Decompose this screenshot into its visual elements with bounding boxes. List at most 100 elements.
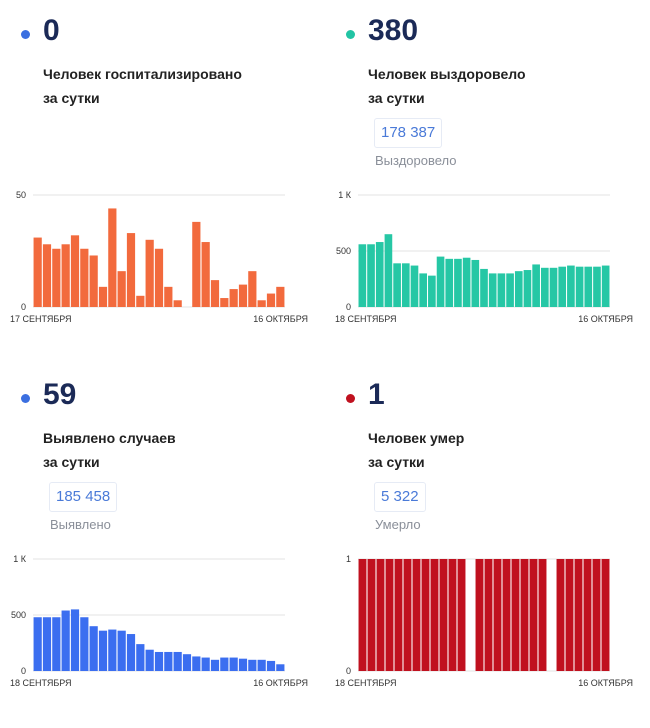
bar: [480, 268, 488, 307]
bar: [430, 559, 439, 671]
bar: [520, 559, 529, 671]
stat-label-line2: за сутки: [43, 454, 100, 470]
bar: [493, 559, 502, 671]
bar: [126, 233, 136, 307]
series-dot-icon: [346, 30, 355, 39]
bar: [145, 239, 154, 307]
bar: [210, 659, 220, 671]
bar: [80, 617, 89, 671]
bar: [601, 265, 610, 307]
bar: [445, 258, 454, 307]
bar: [108, 208, 117, 307]
bar: [89, 255, 98, 307]
bar: [358, 559, 367, 671]
bar: [98, 630, 108, 671]
bar: [33, 617, 42, 671]
bar: [257, 300, 266, 307]
bar: [52, 617, 61, 671]
y-tick-label: 0: [346, 666, 351, 676]
bar: [457, 559, 466, 671]
stat-label: Человек умер за сутки: [368, 426, 464, 474]
bar: [70, 609, 80, 671]
bar: [276, 664, 285, 671]
series-dot-icon: [21, 30, 30, 39]
bar: [201, 242, 210, 307]
stat-value: 1: [368, 378, 385, 411]
bar: [61, 244, 70, 307]
bar: [220, 657, 229, 671]
series-dot-icon: [346, 394, 355, 403]
bar: [394, 559, 403, 671]
bar: [375, 242, 384, 307]
bar: [488, 273, 497, 307]
bar: [471, 259, 480, 307]
total-value-badge: 178 387: [374, 118, 443, 148]
bar: [574, 559, 583, 671]
stat-value: 59: [43, 378, 77, 411]
bar: [61, 610, 70, 671]
stat-label: Человек госпитализировано за сутки: [43, 62, 242, 110]
stat-panel-cases: 59 Выявлено случаев за сутки 185 458 Выя…: [0, 364, 325, 728]
bar: [462, 257, 471, 307]
x-end-label: 16 ОКТЯБРЯ: [253, 314, 308, 324]
bar: [52, 248, 61, 307]
stat-label-line1: Человек умер: [368, 430, 465, 446]
stat-label: Человек выздоровело за сутки: [368, 62, 526, 110]
y-tick-label: 1: [346, 554, 351, 564]
series-dot-icon: [21, 394, 30, 403]
bar: [421, 559, 430, 671]
bar: [136, 644, 145, 671]
bar: [42, 244, 52, 307]
bar: [117, 630, 126, 671]
bar: [145, 649, 154, 671]
bar: [367, 559, 376, 671]
x-end-label: 16 ОКТЯБРЯ: [578, 678, 633, 688]
x-end-label: 16 ОКТЯБРЯ: [253, 678, 308, 688]
bar: [511, 559, 520, 671]
bar: [248, 271, 257, 307]
bar: [248, 659, 257, 671]
bar: [549, 267, 558, 307]
bar: [403, 559, 412, 671]
stat-value: 0: [43, 14, 60, 47]
bar: [376, 559, 385, 671]
bar: [419, 273, 427, 307]
bar: [567, 265, 575, 307]
bar: [514, 271, 523, 307]
x-start-label: 18 СЕНТЯБРЯ: [335, 314, 397, 324]
bar: [108, 629, 117, 671]
bar: [538, 559, 547, 671]
bar: [584, 266, 593, 307]
y-tick-label: 50: [16, 190, 26, 200]
bar: [257, 659, 266, 671]
bar: [201, 657, 210, 671]
stat-label-line2: за сутки: [368, 454, 425, 470]
bar-chart-hospitalized: 50 0 17 СЕНТЯБРЯ 16 ОКТЯБРЯ: [10, 190, 308, 324]
bar: [428, 275, 436, 307]
bar-chart-cases: 1 К 500 0 18 СЕНТЯБРЯ 16 ОКТЯБРЯ: [10, 554, 308, 688]
bar: [384, 234, 393, 307]
x-start-label: 18 СЕНТЯБРЯ: [335, 678, 397, 688]
bar: [448, 559, 457, 671]
bar: [484, 559, 493, 671]
bar: [238, 284, 248, 307]
y-tick-label: 1 К: [338, 190, 352, 200]
bar: [42, 617, 52, 671]
total-label: Умерло: [375, 517, 421, 532]
stat-panel-deaths: 1 Человек умер за сутки 5 322 Умерло 1 0 1…: [325, 364, 650, 728]
bar: [523, 270, 532, 307]
bar: [126, 634, 136, 671]
bar: [592, 559, 601, 671]
bar: [410, 265, 419, 307]
stat-value: 380: [368, 14, 419, 47]
bar: [565, 559, 574, 671]
bar: [529, 559, 538, 671]
bar: [80, 248, 89, 307]
bar: [33, 237, 42, 307]
bar: [70, 235, 80, 307]
total-value-badge: 5 322: [374, 482, 426, 512]
stat-label-line2: за сутки: [368, 90, 425, 106]
x-start-label: 17 СЕНТЯБРЯ: [10, 314, 72, 324]
stat-label-line2: за сутки: [43, 90, 100, 106]
stat-label-line1: Выявлено случаев: [43, 430, 176, 446]
